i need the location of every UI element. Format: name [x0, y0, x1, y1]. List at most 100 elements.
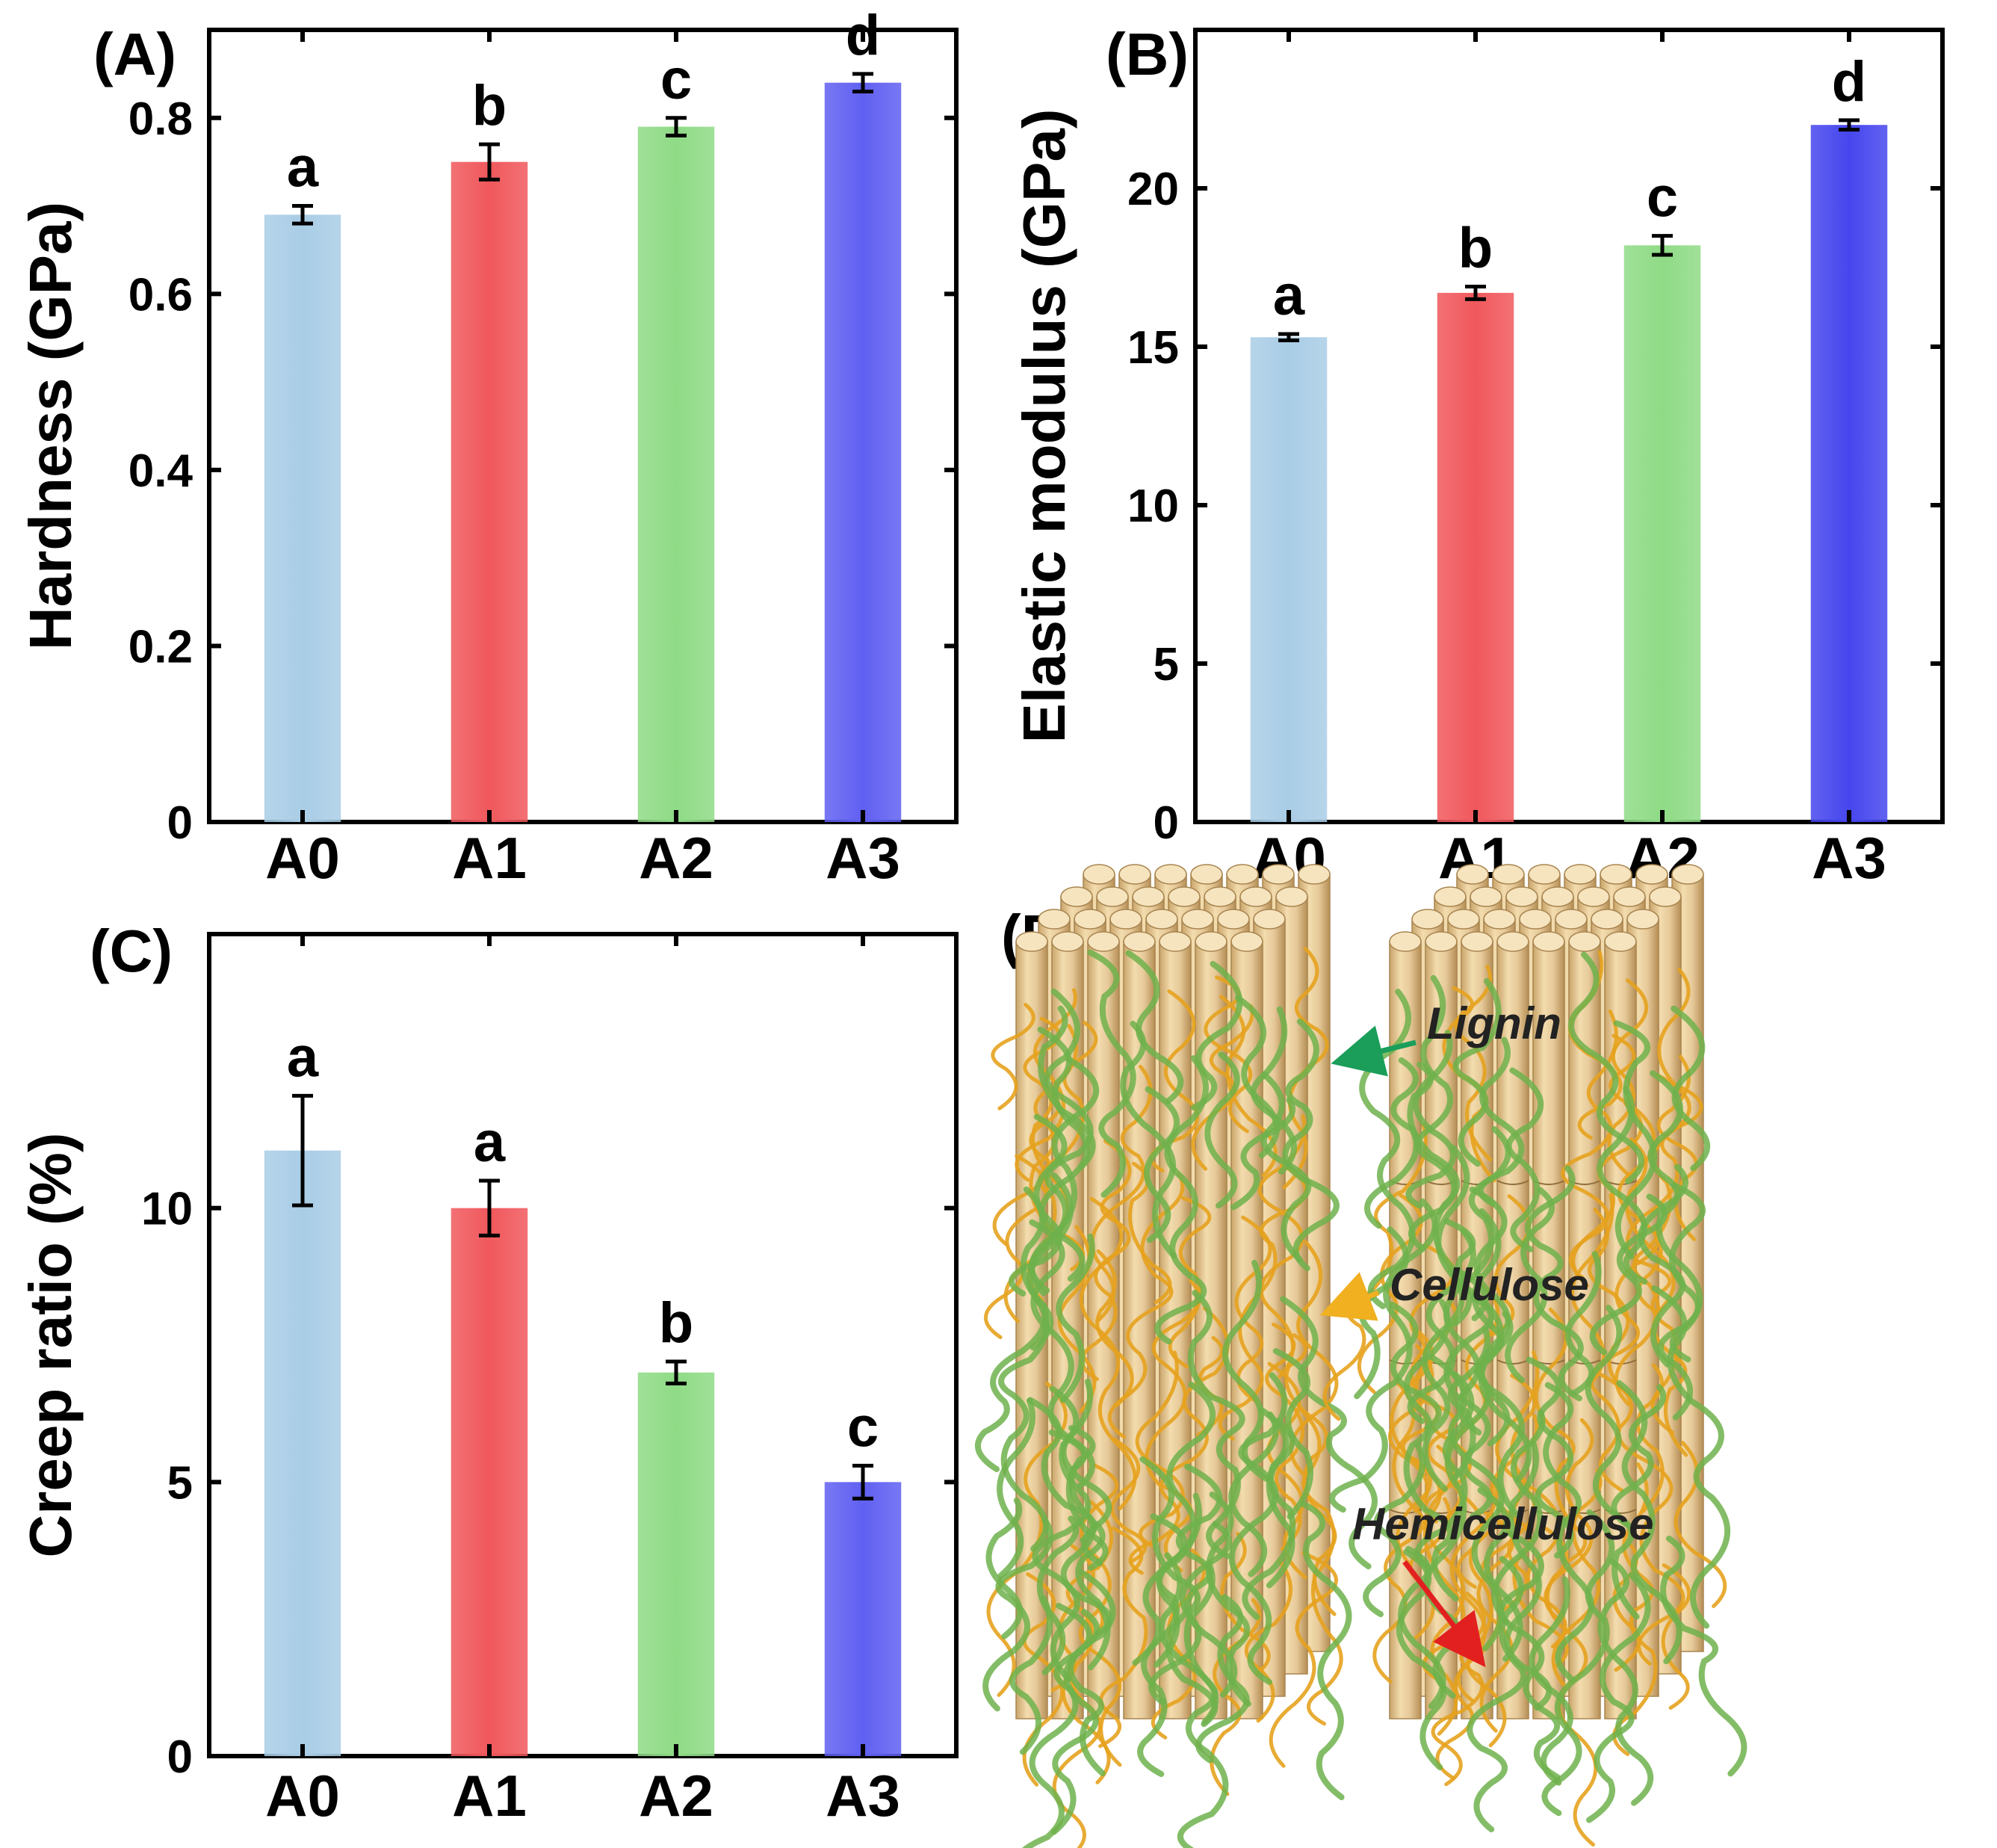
lignin-strand [1087, 949, 1136, 1198]
lignin-strand [1398, 1545, 1446, 1710]
chart0-sig-label-A2: c [660, 48, 692, 111]
lignin-strand [1363, 1443, 1425, 1618]
lignin-strand [1647, 1070, 1703, 1363]
lignin-strand [1009, 1595, 1053, 1755]
lignin-strand [1407, 1061, 1489, 1321]
lignin-strand [1120, 1021, 1177, 1259]
lignin-strand [1187, 1290, 1245, 1560]
cellulose-rod-top [1217, 909, 1250, 930]
chart2-category-label-A2: A2 [639, 1763, 713, 1829]
cellulose-arrow [1319, 1272, 1380, 1321]
chart1-frame [1193, 28, 1945, 824]
cellulose-rod-top [1626, 909, 1659, 930]
chart2-ytick-label: 5 [167, 1457, 193, 1509]
cellulose-rod-top [1096, 886, 1129, 907]
lignin-strand [1403, 1299, 1459, 1602]
cellulose-rod-top [1411, 909, 1444, 930]
chart1-sig-label-A1: b [1458, 216, 1493, 279]
lignin-strand [1389, 1301, 1442, 1431]
cellulose-rod-top [1519, 909, 1552, 930]
hemicellulose-strand [1269, 1551, 1338, 1768]
panel-c-plot: 0 5 10 Creep ratio (%) a A0 a A1 b A2 c A3 [17, 932, 959, 1829]
lignin-strand [1250, 1006, 1297, 1175]
panel-a-hardness-chart: (A) 0 0.2 0.4 0.6 0.8 Hardness (GPa) a A0 b A1 c A2… [17, 4, 959, 891]
chart0-sig-label-A1: b [472, 74, 507, 137]
cellulose-rod-top [1434, 886, 1467, 907]
lignin-strand [1452, 978, 1502, 1167]
hemicellulose-strand [1128, 1306, 1230, 1575]
cellulose-bundle-treated [1322, 864, 1747, 1847]
hemicellulose-strand [1357, 1193, 1423, 1394]
panel-d-cell-wall-diagram: (D) Lignin Cellulose Hemicellulose [975, 864, 1747, 1848]
lignin-strand [997, 1397, 1035, 1579]
lignin-strand [1258, 1407, 1295, 1589]
lignin-strand [1028, 1057, 1100, 1297]
lignin-strand [998, 1294, 1050, 1552]
lignin-strand [1300, 1501, 1352, 1800]
cellulose-rod-top [1496, 931, 1529, 952]
lignin-strand [1597, 1558, 1654, 1806]
hemicellulose-strand [1145, 1279, 1201, 1572]
chart0-category-label-A1: A1 [452, 825, 527, 891]
lignin-strand [1154, 1055, 1209, 1345]
hemicellulose-strand [1588, 1208, 1632, 1398]
cellulose-rod-top [1154, 864, 1187, 885]
lignin-strand [1228, 1411, 1279, 1577]
chart2-bar-A0 [264, 1150, 341, 1756]
hemicellulose-label: Hemicellulose [1352, 1499, 1654, 1549]
chart1-bar-A2 [1623, 245, 1701, 822]
lignin-strand [1611, 1384, 1667, 1529]
chart0-ytick-label: 0.6 [129, 269, 193, 321]
cellulose-rod-top [1671, 864, 1704, 885]
chart0-bar-A3 [824, 82, 902, 822]
chart1-bar-A3 [1810, 125, 1888, 822]
cellulose-bundle-untreated [975, 864, 1378, 1848]
hemicellulose-strand [1289, 1240, 1339, 1475]
cellulose-rod-top [1649, 886, 1682, 907]
lignin-strand [1329, 1198, 1438, 1513]
chart2-category-label-A3: A3 [826, 1763, 900, 1829]
chart0-frame [207, 28, 959, 824]
cellulose-rod-top [1123, 931, 1156, 952]
lignin-strand [1009, 1113, 1068, 1297]
panel-a-label: (A) [93, 21, 176, 87]
lignin-strand [1613, 1020, 1658, 1260]
panel-b-label: (B) [1106, 21, 1189, 87]
lignin-strand [1282, 1019, 1340, 1272]
chart1-ytick-label: 20 [1127, 164, 1179, 215]
cellulose-rod-top [1555, 909, 1588, 930]
cellulose-rod-top [1461, 931, 1493, 952]
cellulose-rod-top [1159, 931, 1192, 952]
lignin-strand [1280, 1296, 1378, 1570]
cellulose-rod-top [1145, 909, 1178, 930]
lignin-strand [1228, 1372, 1288, 1685]
hemicellulose-strand [1551, 1468, 1603, 1689]
lignin-strand [1125, 950, 1184, 1104]
cellulose-rod-top [1181, 909, 1214, 930]
chart0-ylabel: Hardness (GPa) [17, 202, 84, 650]
lignin-strand [1021, 1602, 1092, 1848]
chart2-sig-label-A0: a [287, 1025, 319, 1089]
chart0-category-label-A2: A2 [639, 825, 713, 891]
lignin-strand [1478, 1311, 1532, 1483]
panel-c-label: (C) [90, 918, 173, 984]
cellulose-rod-top [1389, 931, 1422, 952]
hemicellulose-strand [1661, 1563, 1691, 1710]
hemicellulose-strand [1534, 1307, 1588, 1564]
chart1-sig-label-A2: c [1647, 166, 1678, 229]
hemicellulose-strand [1282, 947, 1329, 1190]
cellulose-rod-top [1470, 886, 1502, 907]
hemicellulose-strand [1168, 1196, 1212, 1369]
chart2-ylabel: Creep ratio (%) [17, 1133, 84, 1558]
lignin-strand [1567, 951, 1644, 1184]
lignin-strand [1447, 1326, 1490, 1482]
chart0-sig-label-A0: a [287, 136, 319, 200]
lignin-strand [1038, 1005, 1096, 1170]
cellulose-rod-top [1204, 886, 1236, 907]
cellulose-rod-top [1015, 931, 1048, 952]
cellulose-rod-top [1456, 864, 1489, 885]
lignin-strand [1585, 1305, 1640, 1620]
chart1-bar-A0 [1250, 337, 1328, 822]
cellulose-rod-top [1262, 864, 1295, 885]
